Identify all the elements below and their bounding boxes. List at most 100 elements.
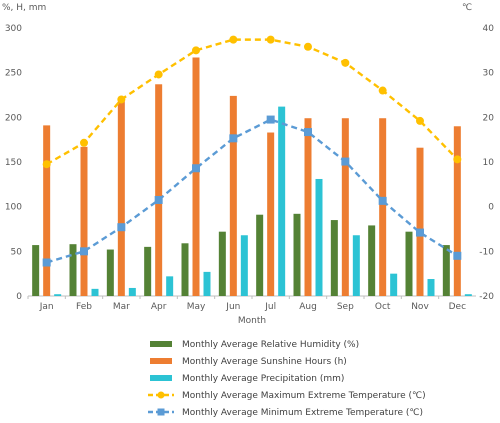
bar-1 (32, 245, 40, 296)
line-point-2 (266, 115, 275, 124)
line-point-1 (266, 35, 275, 44)
bar-3 (352, 235, 360, 296)
line-point-2 (154, 195, 163, 204)
y-right-tick-label: -20 (479, 292, 494, 302)
legend: Monthly Average Relative Humidity (%) Mon… (148, 340, 426, 418)
x-axis-title: Month (238, 316, 266, 326)
bar-3 (464, 294, 472, 296)
x-tick-label: Aug (299, 302, 317, 312)
bar-1 (218, 231, 226, 296)
line-series-1 (46, 38, 459, 166)
y-axis-right-title: ℃ (462, 3, 472, 13)
bar-3 (278, 106, 286, 296)
bar-1 (330, 220, 338, 296)
y-axis-left-title: %, H, mm (2, 3, 46, 13)
x-tick-label: Nov (411, 302, 429, 312)
bar-2 (80, 146, 88, 296)
line-point-2 (378, 196, 387, 205)
bar-2 (341, 118, 349, 296)
legend-label: Monthly Average Sunshine Hours (h) (182, 357, 347, 367)
x-tick-label: Sep (337, 302, 354, 312)
y-right-tick-label: 30 (483, 69, 495, 79)
legend-label: Monthly Average Maximum Extreme Temperat… (182, 391, 426, 401)
bar-2 (117, 101, 125, 297)
line-point-1 (416, 116, 424, 125)
bar-2 (267, 132, 275, 296)
x-tick-label: Jul (264, 302, 276, 312)
bar-3 (390, 273, 398, 296)
plot-area: 0 50 100 150 200 250 300 -20 -10 0 10 20 30 40 Jan Feb M… (5, 24, 494, 312)
line-point-2 (42, 258, 51, 267)
legend-label: Monthly Average Precipitation (mm) (182, 374, 344, 384)
legend-swatch (150, 358, 172, 364)
line-point-2 (80, 247, 88, 256)
bar-1 (106, 249, 114, 296)
legend-label: Monthly Average Minimum Extreme Temperat… (182, 408, 423, 418)
y-left-tick-label: 300 (5, 24, 22, 34)
line-point-1 (42, 160, 51, 169)
x-tick-label: May (187, 302, 206, 312)
bar-1 (368, 225, 376, 296)
y-left-tick-label: 150 (5, 158, 22, 168)
legend-marker (157, 408, 165, 416)
x-tick-label: Jan (39, 302, 54, 312)
x-tick-label: Mar (113, 302, 130, 312)
legend-swatch (150, 375, 172, 381)
bar-3 (315, 178, 323, 296)
bar-1 (69, 244, 77, 296)
bar-1 (442, 245, 450, 296)
line-point-2 (192, 164, 200, 173)
y-right-tick-label: 40 (483, 24, 495, 34)
bar-2 (416, 147, 424, 296)
y-left-tick-label: 200 (5, 113, 22, 123)
x-tick-label: Jun (225, 302, 240, 312)
line-point-1 (341, 58, 350, 67)
line-point-1 (192, 46, 200, 55)
line-point-2 (341, 157, 350, 166)
y-right-tick-label: 0 (488, 203, 494, 213)
bar-2 (43, 125, 51, 296)
bar-2 (453, 126, 461, 297)
bar-3 (166, 276, 174, 296)
line-point-1 (229, 35, 238, 44)
line-point-2 (117, 223, 126, 232)
bar-1 (144, 246, 152, 296)
bar-2 (155, 84, 163, 296)
bar-1 (256, 214, 264, 296)
line-point-1 (304, 42, 312, 51)
bar-3 (240, 235, 248, 296)
line-point-1 (154, 70, 163, 79)
bar-1 (293, 213, 301, 296)
line-point-2 (453, 251, 462, 260)
line-point-2 (229, 134, 238, 143)
bar-1 (405, 231, 413, 296)
bar-3 (128, 287, 136, 296)
legend-marker (157, 391, 165, 399)
line-point-2 (416, 228, 424, 237)
line-point-1 (453, 155, 462, 164)
bar-2 (379, 118, 387, 296)
bar-3 (203, 271, 211, 296)
line-point-1 (378, 86, 387, 95)
bar-1 (181, 243, 189, 296)
bar-2 (304, 118, 312, 296)
line-point-2 (304, 128, 312, 137)
y-right-tick-label: 20 (483, 113, 495, 123)
bar-2 (192, 57, 200, 297)
y-left-tick-label: 0 (16, 292, 22, 302)
bar-3 (91, 288, 99, 296)
x-tick-label: Feb (76, 302, 92, 312)
x-tick-label: Dec (449, 302, 466, 312)
line-point-1 (80, 138, 88, 147)
y-left-tick-label: 50 (11, 247, 23, 257)
bar-2 (229, 95, 237, 296)
line-series-2 (46, 118, 458, 264)
line-point-1 (117, 95, 126, 104)
y-left-tick-label: 100 (5, 203, 22, 213)
x-tick-label: Oct (375, 302, 391, 312)
y-right-tick-label: 10 (483, 158, 495, 168)
x-tick-label: Apr (151, 302, 167, 312)
bar-3 (427, 279, 435, 296)
legend-swatch (150, 341, 172, 347)
